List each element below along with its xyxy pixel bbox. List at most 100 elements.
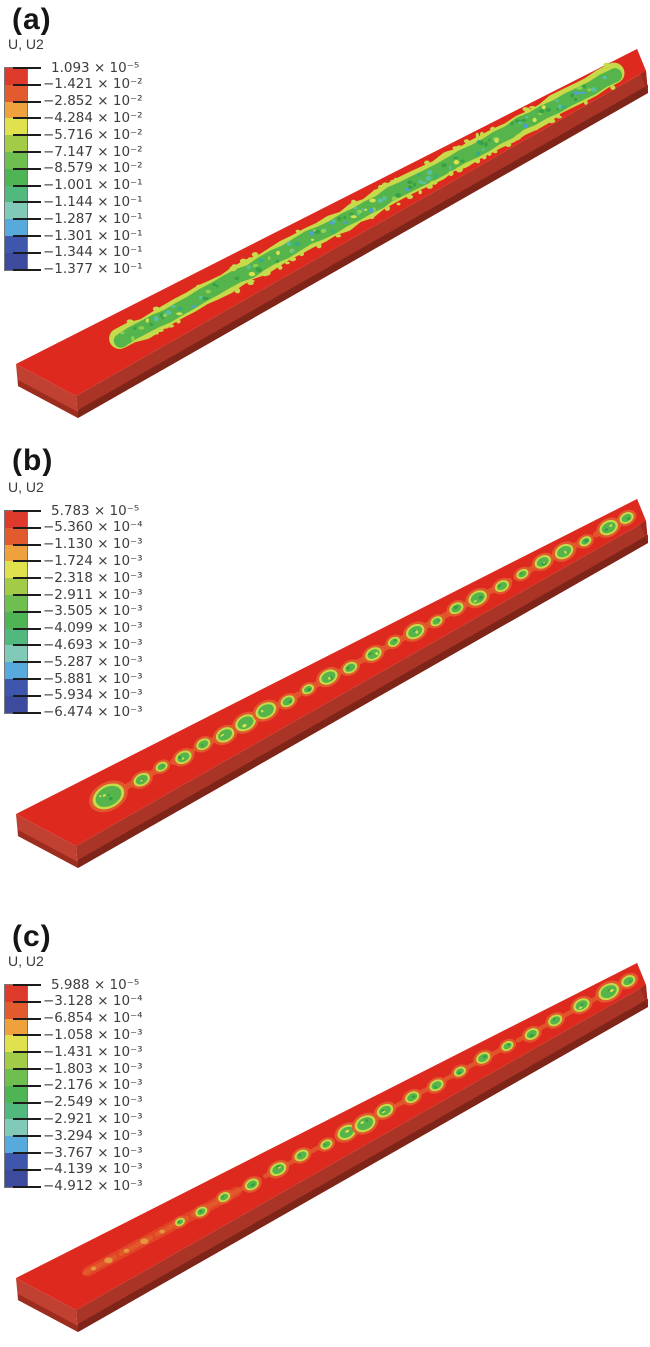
- stripe-speckle: [258, 258, 265, 262]
- legend-value: −4.693 × 10⁻³: [43, 636, 143, 653]
- blob-core: [95, 785, 122, 807]
- legend-swatch: [5, 202, 27, 220]
- blob-core: [550, 1016, 561, 1025]
- blob-speckle: [178, 755, 182, 759]
- stripe-speckle: [525, 116, 529, 119]
- stripe-speckle: [417, 172, 421, 177]
- stripe-speckle: [510, 121, 514, 126]
- legend-swatch: [5, 185, 27, 203]
- legend-tick: [13, 661, 41, 664]
- stripe-speckle: [541, 105, 546, 110]
- stripe-speckle: [434, 173, 438, 179]
- legend-swatch: [5, 578, 27, 595]
- blob-speckle: [507, 1043, 511, 1046]
- stripe-edge-speckle: [231, 264, 238, 268]
- stripe-edge-speckle: [584, 100, 588, 105]
- contour-blob: [267, 1160, 290, 1179]
- legend-swatch: [5, 628, 27, 646]
- stripe-edge-speckle: [514, 134, 520, 141]
- blob-speckle: [365, 1118, 368, 1122]
- blob-core: [321, 671, 336, 683]
- blob-core: [623, 976, 634, 986]
- blob-speckle: [99, 795, 102, 798]
- stripe-edge-speckle: [289, 257, 297, 262]
- contour-blob: [595, 980, 623, 1003]
- stripe-edge-speckle: [390, 179, 397, 183]
- legend-swatch: [5, 1102, 27, 1120]
- blob-speckle: [564, 550, 567, 554]
- stripe-speckle: [369, 198, 376, 203]
- contour-blob: [291, 1147, 312, 1164]
- legend-tick: [13, 134, 41, 137]
- blob-core: [237, 716, 254, 730]
- blob-core: [431, 1081, 442, 1090]
- legend-value: −2.549 × 10⁻³: [43, 1094, 143, 1111]
- stripe-speckle: [556, 107, 560, 111]
- legend-tick: [13, 251, 41, 254]
- stripe-speckle: [293, 242, 300, 246]
- stripe-speckle: [276, 250, 280, 255]
- legend-value: −4.284 × 10⁻²: [43, 109, 143, 126]
- stripe-speckle: [561, 105, 567, 109]
- blob-core: [518, 570, 527, 578]
- legend-value: −1.058 × 10⁻³: [43, 1026, 143, 1043]
- blob-speckle: [473, 600, 477, 603]
- contour-blob: [152, 759, 171, 774]
- legend-colorbar: 5.783 × 10⁻⁵ −5.360 × 10⁻⁴ −1.130 × 10⁻³ −1…: [4, 503, 225, 721]
- contour-blob: [317, 1137, 336, 1152]
- stripe-edge-speckle: [384, 205, 390, 211]
- legend-value: −6.474 × 10⁻³: [43, 704, 143, 721]
- stripe-speckle: [532, 117, 537, 123]
- legend-value: −1.001 × 10⁻¹: [43, 177, 143, 194]
- legend-swatch: [5, 135, 27, 152]
- legend-swatch: [5, 662, 27, 679]
- stripe-speckle: [484, 141, 488, 147]
- legend-value: −5.881 × 10⁻³: [43, 670, 143, 687]
- legend-swatch: [5, 985, 27, 1002]
- stripe-edge-speckle: [234, 288, 241, 294]
- legend-value: −6.854 × 10⁻⁴: [43, 1010, 143, 1027]
- legend-swatch: [5, 511, 27, 528]
- blob-speckle: [519, 572, 523, 575]
- stripe-edge-speckle: [482, 154, 487, 160]
- legend-swatch: [5, 1136, 27, 1153]
- stripe-edge-speckle: [396, 202, 401, 206]
- legend-swatch: [5, 101, 27, 119]
- stripe-edge-speckle: [475, 157, 481, 164]
- stripe-speckle: [579, 91, 586, 95]
- legend-tick: [13, 526, 41, 529]
- panel-label: (a): [12, 3, 52, 36]
- stripe-edge-speckle: [455, 166, 463, 173]
- legend-swatch: [5, 219, 27, 236]
- blob-speckle: [161, 764, 164, 767]
- blob-core: [296, 1151, 307, 1160]
- legend-swatch: [5, 1001, 27, 1019]
- stripe-edge-speckle: [426, 184, 433, 189]
- stripe-edge-speckle: [163, 325, 169, 329]
- legend-value: −2.318 × 10⁻³: [43, 569, 143, 586]
- legend-value: −3.294 × 10⁻³: [43, 1127, 143, 1144]
- stripe-speckle: [149, 322, 153, 327]
- stripe-edge-speckle: [373, 189, 378, 194]
- blob-speckle: [604, 528, 609, 531]
- stripe-edge-speckle: [126, 319, 134, 324]
- stripe-speckle: [256, 267, 263, 273]
- stripe-speckle: [310, 231, 314, 236]
- bar-side-shadow: [78, 999, 648, 1332]
- legend-tick: [13, 644, 41, 647]
- legend-value: −1.344 × 10⁻¹: [43, 244, 143, 261]
- blob-speckle: [277, 1166, 281, 1169]
- contour-blob: [492, 577, 512, 595]
- blob-core: [497, 582, 507, 591]
- stripe-speckle: [476, 151, 481, 156]
- legend-swatch-column: [4, 984, 28, 1188]
- legend-tick: [13, 151, 41, 153]
- legend-swatch: [5, 695, 27, 713]
- stripe-speckle: [555, 99, 560, 103]
- stripe-edge-speckle: [463, 139, 470, 144]
- stripe-speckle: [343, 215, 346, 220]
- contour-blob: [212, 724, 238, 746]
- stripe-edge-speckle: [480, 131, 484, 137]
- stripe-speckle: [377, 198, 384, 203]
- legend-value: 5.783 × 10⁻⁵: [51, 502, 140, 519]
